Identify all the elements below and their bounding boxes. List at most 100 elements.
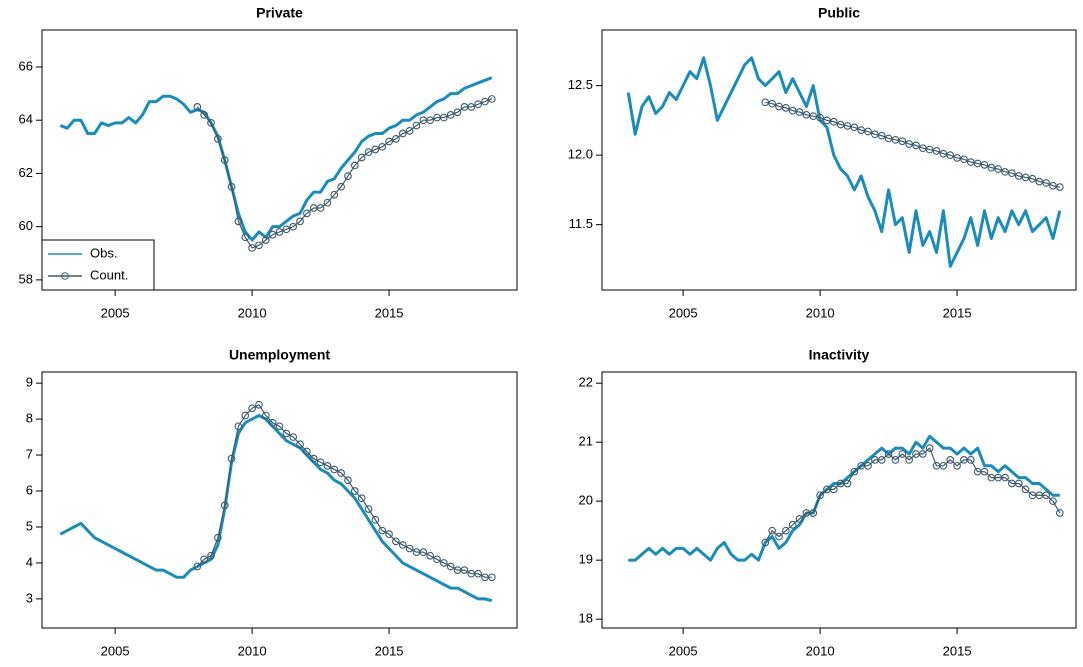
count-point: [850, 123, 859, 132]
count-point: [768, 526, 776, 535]
count-point: [877, 131, 886, 140]
obs-line: [628, 434, 1060, 562]
obs-line: [59, 76, 493, 242]
count-point: [337, 182, 345, 191]
count-point: [364, 148, 373, 156]
count-point: [392, 134, 400, 143]
count-point: [925, 444, 934, 452]
y-tick-label: 66: [19, 58, 33, 73]
count-point: [398, 129, 407, 138]
count-point: [214, 134, 222, 143]
count-point: [268, 418, 277, 427]
count-point: [193, 562, 202, 571]
x-tick-label: 2010: [238, 643, 267, 658]
count-point: [1028, 174, 1037, 183]
legend-label: Obs.: [90, 245, 117, 260]
count-point: [234, 217, 243, 226]
count-point: [761, 538, 770, 547]
count-point: [980, 161, 989, 169]
count-point: [966, 456, 975, 464]
legend-marker: [61, 272, 69, 280]
count-point: [261, 411, 270, 420]
count-point: [898, 450, 907, 458]
count-point: [282, 225, 291, 234]
count-point: [371, 515, 380, 524]
count-point: [440, 113, 448, 122]
count-point: [795, 108, 804, 116]
count-point: [378, 142, 387, 151]
x-tick-label: 2015: [943, 643, 972, 658]
panel: Public 11.5 12.0 12.5 2005 2010 2015: [568, 5, 1077, 320]
y-tick-label: 5: [26, 518, 33, 533]
count-point: [207, 119, 215, 127]
count-point: [1055, 183, 1064, 191]
count-line: [196, 98, 493, 249]
x-tick-label: 2005: [669, 305, 698, 320]
count-point: [248, 244, 256, 252]
count-point: [426, 116, 435, 125]
count-point: [768, 99, 776, 108]
count-point: [1042, 179, 1050, 187]
count-point: [1001, 473, 1009, 482]
panel: Inactivity 18 19 20 21 22 2005 2010 2015: [579, 347, 1077, 658]
count-point: [275, 422, 284, 431]
count-point: [398, 541, 407, 549]
y-tick-label: 19: [579, 552, 593, 567]
x-tick-label: 2015: [375, 643, 404, 658]
count-point: [864, 127, 872, 136]
count-point: [939, 461, 948, 470]
count-point: [344, 476, 352, 485]
count-point: [905, 456, 913, 464]
y-tick-label: 11.5: [569, 216, 593, 231]
count-point: [303, 447, 311, 456]
plot-box: [601, 371, 1077, 629]
count-point: [193, 103, 202, 111]
y-tick-label: 7: [26, 446, 33, 461]
count-point: [289, 433, 298, 441]
y-tick-label: 8: [26, 411, 33, 426]
count-point: [227, 454, 236, 463]
count-point: [980, 467, 989, 476]
y-tick-label: 18: [579, 611, 593, 626]
count-point: [850, 467, 859, 476]
count-point: [781, 104, 790, 112]
count-line: [764, 447, 1061, 543]
count-point: [200, 555, 209, 564]
count-line: [196, 404, 492, 578]
count-point: [788, 520, 797, 529]
count-point: [453, 108, 462, 117]
count-point: [344, 172, 352, 180]
count-point: [350, 161, 359, 170]
y-tick-label: 64: [19, 112, 33, 127]
y-tick-label: 6: [26, 482, 33, 497]
legend-box: [41, 239, 155, 291]
y-tick-label: 62: [19, 165, 33, 180]
x-tick-label: 2010: [806, 643, 835, 658]
count-point: [487, 95, 496, 103]
count-point: [255, 400, 263, 409]
count-point: [323, 461, 332, 470]
plot-box: [41, 371, 518, 629]
count-point: [405, 127, 414, 135]
count-point: [214, 533, 222, 542]
count-point: [268, 230, 277, 239]
count-point: [371, 145, 380, 154]
count-point: [220, 156, 229, 164]
count-point: [433, 555, 441, 564]
count-point: [1042, 491, 1050, 500]
y-tick-label: 4: [26, 554, 33, 569]
y-tick-label: 20: [579, 493, 593, 508]
count-point: [323, 198, 332, 207]
count-point: [460, 566, 469, 574]
panel-title: Public: [818, 5, 860, 21]
count-point: [350, 487, 359, 495]
count-point: [357, 153, 366, 162]
count-point: [241, 411, 250, 420]
count-point: [775, 532, 783, 541]
count-point: [275, 228, 284, 236]
count-point: [241, 233, 250, 242]
count-point: [255, 241, 263, 250]
count-point: [829, 485, 838, 494]
count-point: [200, 111, 209, 119]
